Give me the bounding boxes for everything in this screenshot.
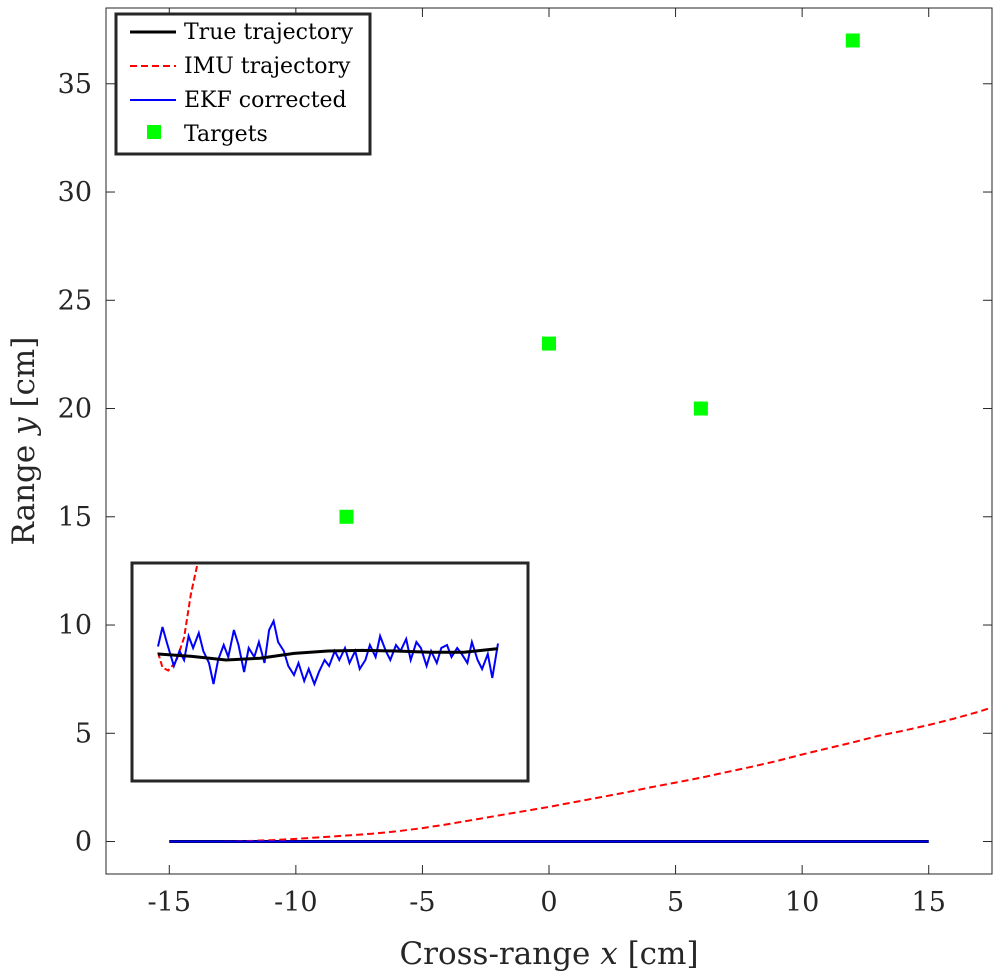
data-marks bbox=[169, 33, 993, 843]
x-tick-label: -10 bbox=[274, 887, 317, 918]
y-axis-label: Range y [cm] bbox=[6, 337, 42, 546]
x-tick-label: -5 bbox=[409, 887, 435, 918]
y-tick-label: 30 bbox=[58, 177, 92, 208]
y-tick-label: 35 bbox=[58, 69, 92, 100]
legend: True trajectory IMU trajectory EKF corre… bbox=[114, 12, 372, 156]
legend-label-imu: IMU trajectory bbox=[184, 54, 351, 79]
inset-ekf-corrected bbox=[157, 618, 499, 687]
target-point bbox=[339, 509, 354, 524]
target-point bbox=[542, 336, 556, 351]
axis-ticks: -15 -10 -5 0 5 10 15 0 5 10 15 20 25 30 35 bbox=[58, 8, 992, 918]
x-tick-label: 0 bbox=[540, 887, 557, 918]
legend-label-true: True trajectory bbox=[184, 20, 354, 45]
inset-imu-trajectory bbox=[157, 562, 199, 672]
inset-true-trajectory bbox=[157, 647, 499, 662]
x-tick-label: 10 bbox=[785, 887, 819, 918]
target-point bbox=[845, 33, 860, 48]
series-imu-trajectory bbox=[169, 706, 993, 843]
y-tick-label: 10 bbox=[58, 610, 92, 641]
y-tick-label: 0 bbox=[75, 827, 92, 858]
inset-marks bbox=[157, 562, 499, 687]
x-tick-label: -15 bbox=[148, 887, 191, 918]
legend-label-targets: Targets bbox=[184, 122, 268, 147]
x-tick-label: 5 bbox=[667, 887, 684, 918]
legend-label-ekf: EKF corrected bbox=[184, 88, 347, 113]
y-tick-label: 5 bbox=[75, 718, 92, 749]
y-tick-label: 20 bbox=[58, 394, 92, 425]
legend-swatch-targets bbox=[147, 125, 161, 139]
target-point bbox=[693, 401, 708, 416]
x-axis-label: Cross-range x [cm] bbox=[399, 936, 698, 972]
x-tick-label: 15 bbox=[912, 887, 946, 918]
y-tick-label: 15 bbox=[58, 502, 92, 533]
inset bbox=[130, 561, 530, 783]
inset-box bbox=[130, 561, 530, 783]
y-tick-label: 25 bbox=[58, 285, 92, 316]
